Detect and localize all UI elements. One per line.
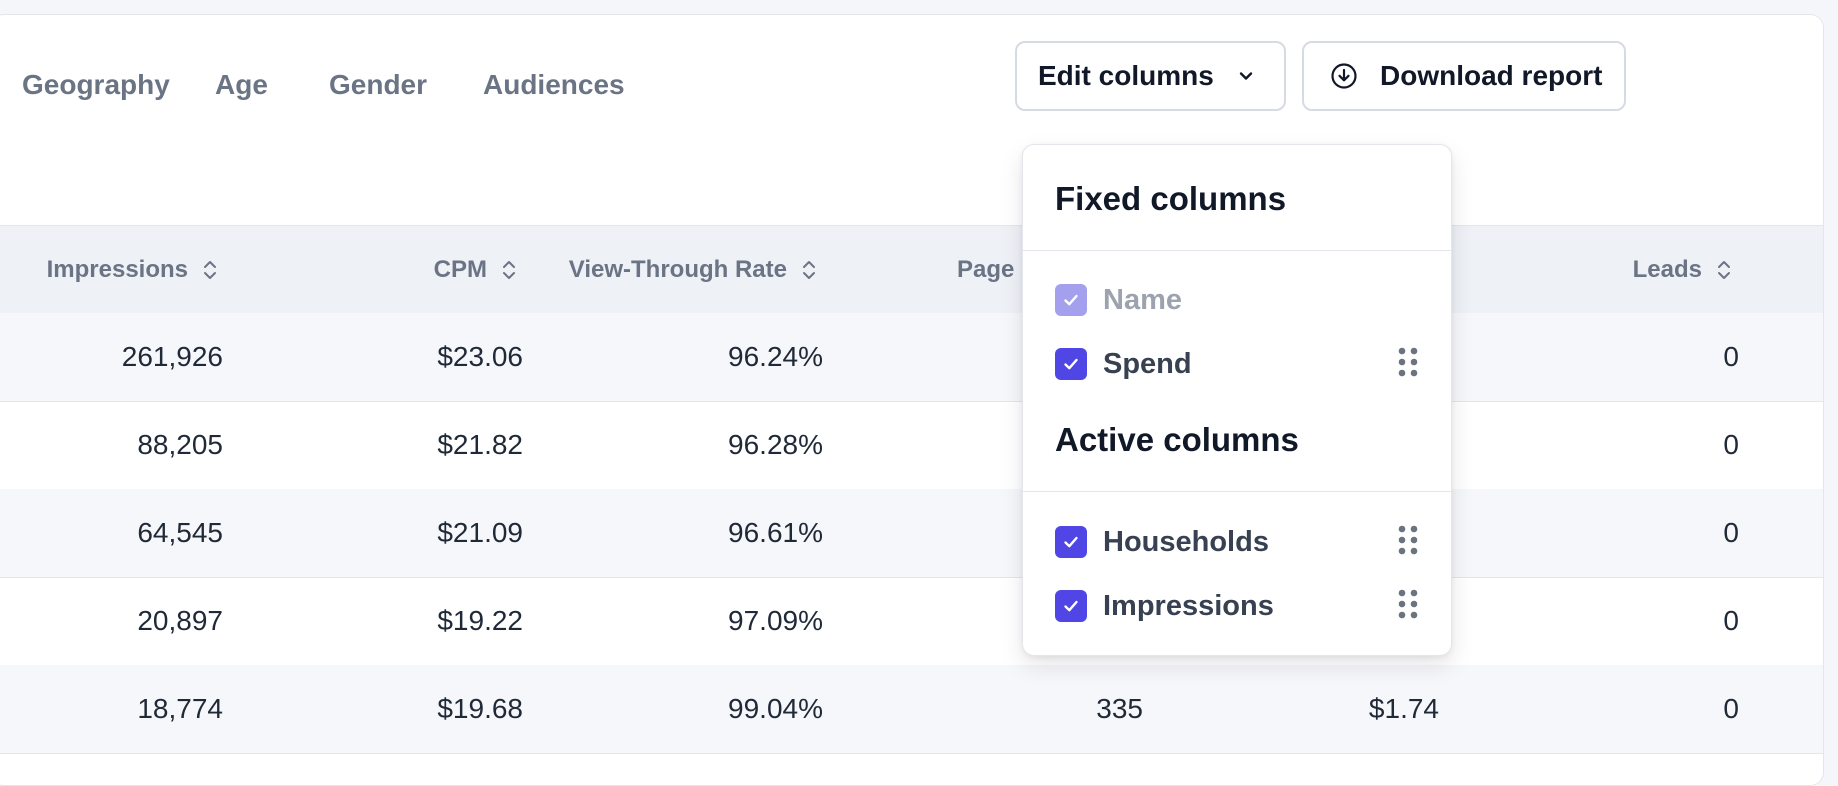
column-header-view-through-rate[interactable]: View-Through Rate xyxy=(569,226,817,314)
column-option-spend[interactable]: Spend xyxy=(1055,344,1419,384)
table-row[interactable]: 261,926 $23.06 96.24% 0 xyxy=(0,313,1823,402)
checkbox-impressions[interactable] xyxy=(1055,590,1087,622)
column-option-label: Households xyxy=(1103,525,1269,558)
cell-leads: 0 xyxy=(1723,517,1739,548)
check-icon xyxy=(1064,536,1078,548)
report-card: Geography Age Gender Audiences Edit colu… xyxy=(0,14,1824,786)
table-row[interactable]: 88,205 $21.82 96.28% 0 xyxy=(0,401,1823,490)
drag-handle-icon[interactable] xyxy=(1397,346,1419,378)
sort-icon xyxy=(503,261,515,279)
cell-leads: 0 xyxy=(1723,605,1739,636)
fixed-columns-heading: Fixed columns xyxy=(1055,180,1287,217)
cell-view-through-rate: 96.28% xyxy=(728,429,823,460)
column-header-label: Page xyxy=(957,256,1015,283)
download-report-button[interactable]: Download report xyxy=(1302,41,1626,111)
tab-geography[interactable]: Geography xyxy=(22,69,170,100)
download-report-label: Download report xyxy=(1380,60,1603,91)
check-icon xyxy=(1064,600,1078,612)
tab-age[interactable]: Age xyxy=(215,69,268,100)
chevron-down-icon xyxy=(1239,72,1252,80)
cell-leads: 0 xyxy=(1723,693,1739,724)
cell-view-through-rate: 96.61% xyxy=(728,517,823,548)
column-option-label: Spend xyxy=(1103,347,1192,380)
sort-icon xyxy=(204,261,216,279)
check-icon xyxy=(1064,358,1078,370)
cell-leads: 0 xyxy=(1723,341,1739,372)
divider xyxy=(1023,491,1451,492)
breakdown-tabs: Geography Age Gender Audiences xyxy=(0,15,1823,135)
cell-impressions: 64,545 xyxy=(137,517,223,548)
edit-columns-label: Edit columns xyxy=(1038,60,1214,91)
edit-columns-dropdown: Fixed columns Name Spend Active columns xyxy=(1022,144,1452,656)
cell-leads: 0 xyxy=(1723,429,1739,460)
active-columns-heading: Active columns xyxy=(1055,421,1299,458)
cell-cpm: $19.22 xyxy=(437,605,523,636)
cell-impressions: 18,774 xyxy=(137,693,223,724)
cell-cpm: $19.68 xyxy=(437,693,523,724)
cell-view-through-rate: 99.04% xyxy=(728,693,823,724)
drag-handle-icon[interactable] xyxy=(1397,588,1419,620)
column-header-label: View-Through Rate xyxy=(568,256,787,283)
column-header-label: CPM xyxy=(433,256,487,283)
sort-icon xyxy=(1718,261,1730,279)
tab-gender[interactable]: Gender xyxy=(329,69,428,100)
cell-cpm: $21.09 xyxy=(437,517,523,548)
edit-columns-button[interactable]: Edit columns xyxy=(1015,41,1286,111)
column-header-label: Impressions xyxy=(46,256,188,283)
column-option-households[interactable]: Households xyxy=(1055,522,1419,562)
column-header-leads[interactable]: Leads xyxy=(1633,226,1732,314)
cell-impressions: 88,205 xyxy=(137,429,223,460)
cell-view-through-rate: 96.24% xyxy=(728,341,823,372)
table-header: Impressions CPM View-Through Rate Page L… xyxy=(0,225,1823,315)
column-header-cpm[interactable]: CPM xyxy=(434,226,517,314)
download-icon xyxy=(1331,63,1357,89)
column-header-page[interactable]: Page xyxy=(957,226,1014,314)
checkbox-name xyxy=(1055,284,1087,316)
drag-handle-icon[interactable] xyxy=(1397,524,1419,556)
column-option-impressions[interactable]: Impressions xyxy=(1055,586,1419,626)
cell-page: 335 xyxy=(1096,693,1143,724)
checkbox-spend[interactable] xyxy=(1055,348,1087,380)
cell-view-through-rate: 97.09% xyxy=(728,605,823,636)
table-row[interactable]: 64,545 $21.09 96.61% 0 xyxy=(0,489,1823,578)
table-row[interactable]: 18,774 $19.68 99.04% 335 $1.74 0 xyxy=(0,665,1823,754)
sort-icon xyxy=(803,261,815,279)
check-icon xyxy=(1064,294,1078,306)
tab-audiences[interactable]: Audiences xyxy=(483,69,625,100)
cell-cpm: $21.82 xyxy=(437,429,523,460)
column-header-impressions[interactable]: Impressions xyxy=(47,226,218,314)
column-option-name: Name xyxy=(1055,280,1419,320)
table-row[interactable]: 20,897 $19.22 97.09% 0 xyxy=(0,577,1823,666)
divider xyxy=(1023,250,1451,251)
cell-impressions: 261,926 xyxy=(121,341,223,372)
checkbox-households[interactable] xyxy=(1055,526,1087,558)
column-option-label: Impressions xyxy=(1103,589,1274,622)
column-header-label: Leads xyxy=(1632,256,1702,283)
cell-impressions: 20,897 xyxy=(137,605,223,636)
cell-col5: $1.74 xyxy=(1368,693,1439,724)
cell-cpm: $23.06 xyxy=(437,341,523,372)
column-option-label: Name xyxy=(1103,283,1182,316)
